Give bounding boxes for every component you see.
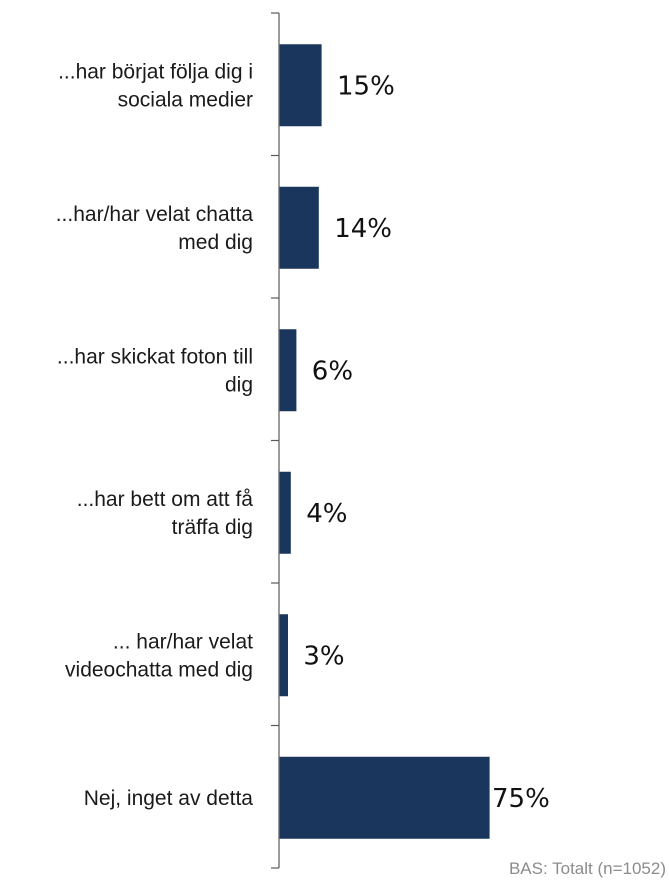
category-label: dig (225, 373, 253, 396)
footnote: BAS: Totalt (n=1052) (509, 859, 666, 878)
data-label: 14% (334, 214, 392, 244)
data-label: 4% (306, 499, 347, 529)
bar (279, 614, 288, 697)
category-label: träffa dig (172, 516, 253, 539)
bar (279, 756, 490, 839)
bar (279, 329, 297, 412)
category-label: ...har bett om att få (77, 488, 254, 511)
category-label: ...har skickat foton till (57, 345, 253, 368)
data-label: 15% (337, 71, 395, 101)
bar (279, 471, 291, 554)
bar (279, 186, 319, 269)
bar (279, 44, 322, 127)
labels-layer: 15% ...har börjat följa dig i sociala medi… (56, 60, 550, 814)
data-label: 6% (312, 356, 353, 386)
data-label: 75% (492, 784, 550, 814)
axis-layer (271, 12, 280, 869)
bars-layer (279, 44, 490, 839)
category-label: videochatta med dig (65, 658, 253, 681)
category-label: ... har/har velat (113, 630, 253, 653)
data-label: 3% (303, 641, 344, 671)
category-label: ...har börjat följa dig i (58, 60, 253, 83)
category-label: med dig (178, 231, 253, 254)
category-label: ...har/har velat chatta (56, 203, 254, 226)
category-label: Nej, inget av detta (84, 787, 254, 810)
category-label: sociala medier (118, 88, 253, 111)
